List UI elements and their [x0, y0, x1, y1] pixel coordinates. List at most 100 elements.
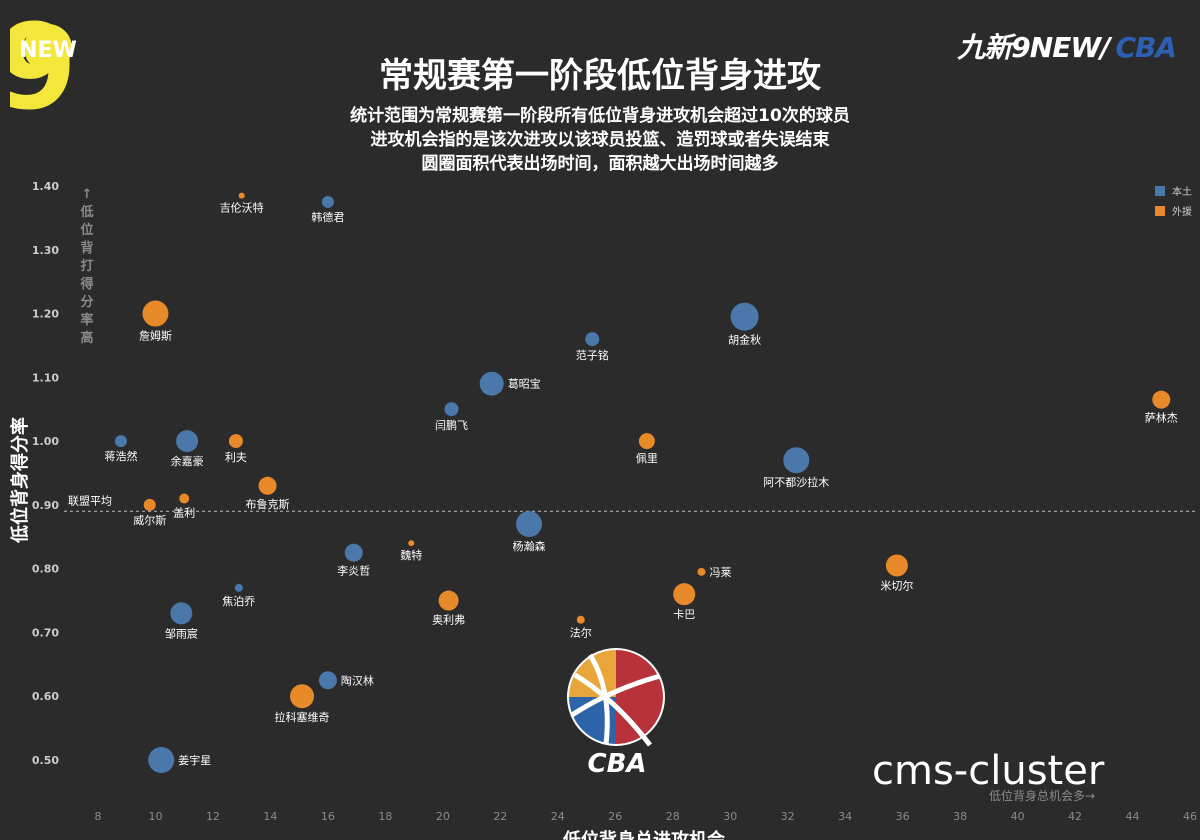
y-axis-hint-char: 背 [80, 240, 93, 256]
y-axis-ticks: 0.50 0.60 0.70 0.80 0.90 1.00 1.10 1.20 1.30 1.40 [32, 180, 59, 767]
data-point-label: 卡巴 [673, 608, 695, 621]
data-point [148, 747, 175, 773]
x-tick-label: 40 [1011, 810, 1025, 823]
data-point-label: 焦泊乔 [222, 595, 255, 608]
y-axis-hint-char: 打 [80, 258, 93, 274]
data-point-label: 闫鹏飞 [435, 419, 468, 432]
data-point-label: 詹姆斯 [139, 329, 172, 343]
y-axis-label: 低位背身得分率 [9, 417, 31, 544]
data-point [885, 554, 908, 577]
data-point-label: 杨瀚森 [513, 539, 546, 553]
x-tick-label: 20 [436, 810, 450, 823]
y-tick-label: 0.50 [32, 754, 59, 767]
y-axis-hint-char: 率 [80, 312, 93, 328]
x-tick-label: 18 [378, 810, 392, 823]
data-point [638, 433, 655, 450]
data-point-label: 韩德君 [311, 210, 344, 224]
y-axis-hint-char: 得 [79, 276, 93, 292]
data-point [585, 332, 600, 347]
x-tick-label: 42 [1068, 810, 1082, 823]
data-point [179, 493, 190, 504]
x-tick-label: 28 [666, 810, 680, 823]
data-point-label: 米切尔 [880, 579, 913, 592]
data-point-label: 姜宇星 [178, 753, 211, 767]
legend-swatch [1155, 206, 1165, 216]
data-point-label: 萨林杰 [1145, 411, 1178, 425]
cba-center-logo: CBA [567, 648, 665, 779]
data-point [479, 371, 504, 396]
data-point-label: 阿不都沙拉木 [763, 475, 829, 489]
x-axis-label: 低位背身总进攻机会 [562, 829, 725, 840]
brand-prefix: 九新9NEW/ [957, 31, 1110, 64]
x-axis-hint: 低位背身总机会多→ [989, 788, 1095, 803]
data-point-label: 冯莱 [709, 566, 731, 579]
x-tick-label: 22 [493, 810, 507, 823]
y-tick-label: 0.70 [32, 626, 59, 639]
x-tick-label: 24 [551, 810, 565, 823]
chart-title: 常规赛第一阶段低位背身进攻 [379, 56, 821, 96]
data-point [783, 447, 810, 474]
league-average-label: 联盟平均 [68, 494, 112, 507]
brand-cba: CBA [1115, 31, 1177, 64]
data-point-label: 盖利 [173, 506, 195, 520]
data-point-label: 威尔斯 [133, 514, 166, 527]
data-point-label: 吉伦沃特 [220, 201, 264, 215]
x-tick-label: 8 [95, 810, 102, 823]
data-point [176, 430, 199, 453]
data-point-label: 余嘉豪 [171, 454, 204, 468]
data-point [344, 543, 363, 562]
y-axis-hint-char: 高 [80, 330, 93, 346]
new9-logo-text: NEW [19, 38, 77, 63]
legend-label: 外援 [1172, 205, 1192, 218]
subtitle-line-1: 统计范围为常规赛第一阶段所有低位背身进攻机会超过10次的球员 [350, 106, 850, 126]
data-point [438, 590, 459, 611]
data-point [673, 583, 696, 606]
data-point [170, 602, 193, 625]
x-tick-label: 38 [953, 810, 967, 823]
data-points [114, 192, 1171, 773]
data-point-label: 佩里 [636, 451, 658, 465]
legend-label: 本土 [1172, 185, 1192, 198]
x-tick-label: 46 [1183, 810, 1197, 823]
y-axis-hint-char: 位 [80, 222, 93, 238]
x-tick-label: 30 [723, 810, 737, 823]
y-axis-hint-char: 分 [80, 294, 93, 310]
y-tick-label: 1.40 [32, 180, 59, 193]
data-point [576, 615, 585, 624]
y-tick-label: 1.30 [32, 244, 59, 257]
y-tick-label: 1.10 [32, 371, 59, 384]
data-point-label: 胡金秋 [728, 333, 761, 347]
data-point [321, 195, 334, 208]
data-point [258, 476, 277, 495]
x-tick-label: 32 [781, 810, 795, 823]
y-tick-label: 0.60 [32, 690, 59, 703]
data-point-label: 陶汉林 [341, 673, 374, 687]
y-axis-hint-char: ↑ [82, 187, 93, 202]
data-point-label: 法尔 [570, 626, 592, 640]
y-axis-hint-char: 低 [79, 204, 93, 220]
data-point [142, 300, 169, 327]
data-point-label: 葛昭宝 [508, 377, 541, 391]
x-tick-label: 36 [896, 810, 910, 823]
brand-logo: 九新9NEW/CBA [957, 26, 1177, 66]
data-point [408, 540, 415, 547]
x-axis-ticks: 8 10 12 14 16 18 20 22 24 26 28 30 32 34 36 38 40 42 44 46 [95, 810, 1198, 823]
data-point [143, 498, 156, 511]
data-point-label: 李炎哲 [337, 564, 370, 578]
data-point-label: 蒋浩然 [104, 449, 137, 463]
data-point [238, 192, 245, 199]
data-point-label: 奥利弗 [432, 613, 465, 627]
data-point [1152, 390, 1171, 409]
y-tick-label: 1.20 [32, 308, 59, 321]
watermark-text: cms-cluster [872, 748, 1105, 794]
data-point-label: 邹雨宸 [165, 626, 198, 640]
y-tick-label: 0.90 [32, 499, 59, 512]
data-point [234, 583, 243, 592]
x-tick-label: 44 [1126, 810, 1140, 823]
data-point [444, 402, 459, 417]
legend-swatch [1155, 186, 1165, 196]
data-point-label: 魏特 [400, 548, 422, 562]
